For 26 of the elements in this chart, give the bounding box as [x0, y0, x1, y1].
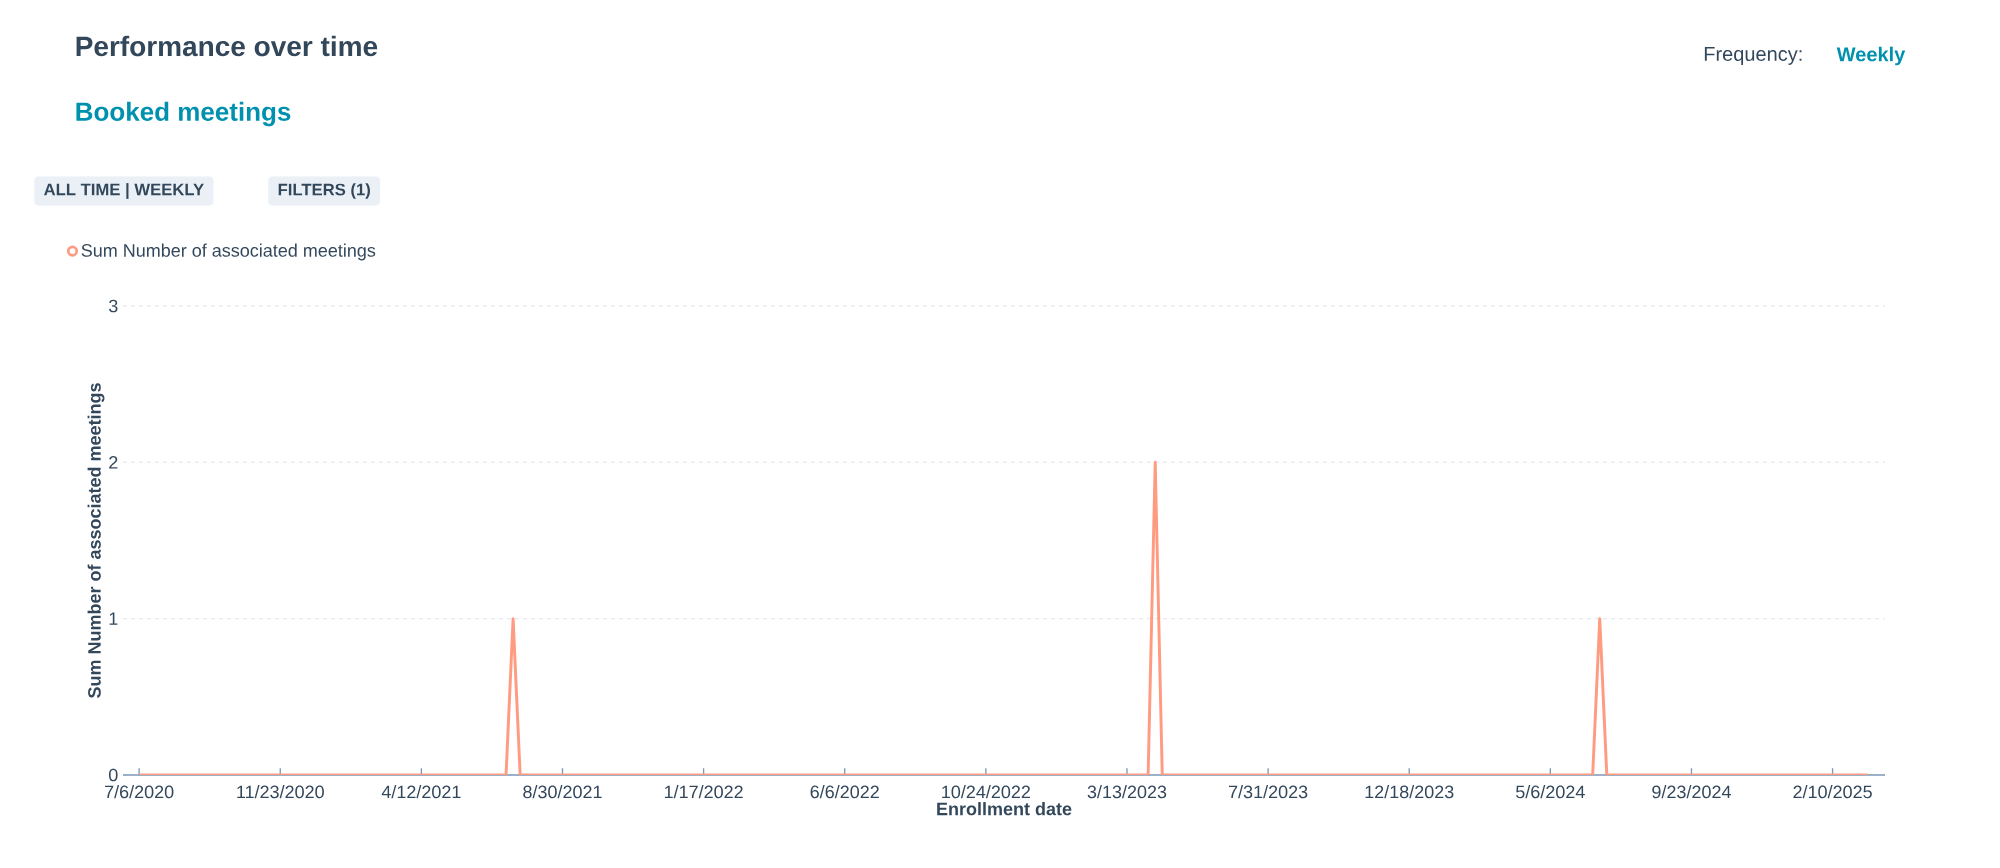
x-tick-label: 2/10/2025 — [1793, 785, 1872, 799]
text: ALL TIME | WEEKLY — [44, 183, 204, 199]
x-tick-label: 8/30/2021 — [523, 785, 602, 799]
x-tick-label: 4/12/2021 — [381, 785, 461, 799]
x-tick-label: 9/23/2024 — [1652, 785, 1731, 799]
x-tick-label: 3/13/2023 — [1087, 785, 1167, 799]
y-tick-label: 1 — [109, 612, 118, 625]
x-tick-label: 11/23/2020 — [237, 785, 324, 799]
x-axis-title: Enrollment date — [937, 802, 1072, 816]
legend-label: Sum Number of associated meetings — [81, 243, 376, 261]
chart-subtitle: Booked meetings — [76, 101, 291, 127]
x-tick-label: 12/18/2023 — [1365, 785, 1454, 799]
y-tick-label: 0 — [108, 768, 118, 782]
x-tick-label: 10/24/2022 — [942, 785, 1030, 799]
x-tick-label: 5/6/2024 — [1516, 785, 1585, 799]
x-tick-label: 6/6/2022 — [810, 785, 879, 799]
y-tick-label: 3 — [108, 299, 118, 313]
y-axis-title: Sum Number of associated meetings — [87, 383, 105, 699]
x-tick-label: 7/31/2023 — [1228, 785, 1308, 799]
text: FILTERS (1) — [278, 183, 370, 199]
text: Weekly — [1836, 46, 1906, 66]
x-tick-label: 7/6/2020 — [105, 785, 174, 799]
chart-title: Performance over time — [76, 35, 378, 57]
y-tick-label: 2 — [109, 456, 118, 469]
x-tick-label: 1/17/2022 — [664, 785, 743, 799]
text: Frequency: — [1704, 47, 1802, 65]
